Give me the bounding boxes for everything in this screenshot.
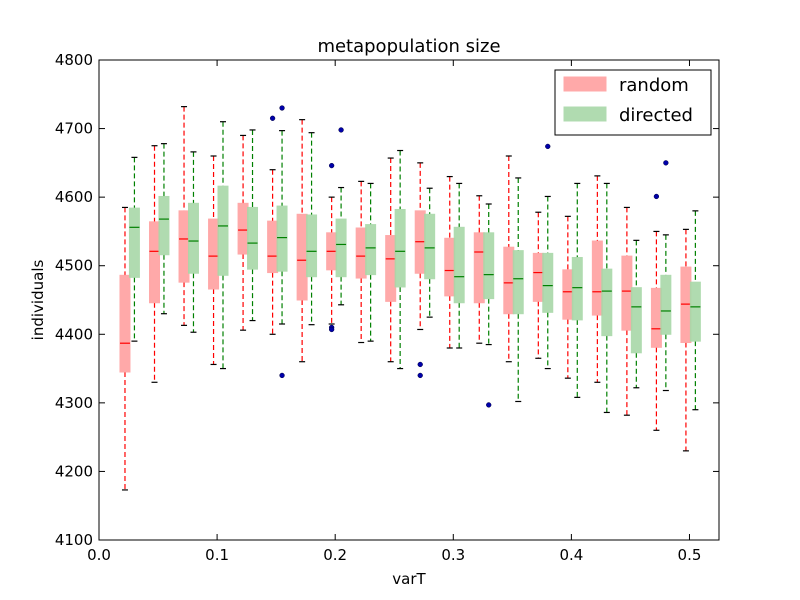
chart-title: metapopulation size: [317, 36, 500, 57]
legend-label-directed: directed: [619, 105, 693, 126]
y-tick-label: 4400: [55, 325, 93, 343]
box-directed: [571, 256, 583, 321]
box-directed: [128, 207, 140, 278]
box-directed: [276, 205, 288, 272]
box-directed: [601, 268, 613, 337]
y-tick-label: 4800: [55, 51, 93, 69]
series-directed: [128, 105, 701, 414]
box-random: [208, 218, 220, 290]
box-random: [591, 240, 603, 316]
box-directed: [424, 213, 436, 280]
y-tick-label: 4500: [55, 257, 93, 275]
x-tick-label: 0.5: [678, 546, 702, 564]
x-tick-label: 0.0: [87, 546, 111, 564]
legend-swatch-random: [563, 76, 607, 92]
box-random: [650, 287, 662, 348]
box-directed: [335, 218, 347, 278]
box-directed: [306, 214, 318, 278]
box-directed: [483, 232, 495, 300]
outlier-point: [328, 326, 335, 333]
y-tick-label: 4100: [55, 531, 93, 549]
box-random: [237, 202, 249, 255]
y-tick-label: 4700: [55, 120, 93, 138]
box-random: [149, 221, 161, 304]
outlier-point: [545, 143, 551, 150]
outlier-point: [279, 105, 285, 111]
legend: random directed: [554, 69, 712, 136]
x-tick-label: 0.2: [323, 546, 347, 564]
y-axis-label: individuals: [29, 260, 47, 341]
box-directed: [187, 202, 199, 274]
box-random: [621, 255, 633, 331]
box-random: [473, 232, 485, 304]
axis-ticks: 0.0 0.1 0.2 0.3 0.4 0.5 4100 4200 4300 4400 4500 46…: [55, 51, 719, 564]
box-directed: [630, 287, 642, 354]
outlier-point: [269, 115, 276, 121]
box-directed: [247, 206, 259, 270]
y-tick-label: 4600: [55, 188, 93, 206]
box-random: [355, 227, 367, 279]
box-directed: [512, 250, 524, 315]
box-directed: [394, 208, 406, 288]
box-directed: [453, 226, 465, 304]
legend-label-random: random: [619, 75, 689, 96]
box-random: [267, 220, 279, 274]
x-tick-label: 0.3: [441, 546, 465, 564]
legend-swatch-directed: [563, 106, 607, 122]
y-tick-label: 4300: [55, 394, 93, 412]
outlier-point: [653, 193, 660, 200]
outlier-point: [486, 402, 492, 408]
box-random: [178, 210, 190, 283]
box-directed: [542, 252, 554, 313]
box-random: [562, 269, 574, 320]
plot-frame: [98, 59, 720, 541]
box-random: [385, 235, 397, 302]
box-directed: [217, 185, 229, 276]
box-directed: [660, 274, 672, 335]
box-random: [444, 237, 456, 297]
outlier-point: [338, 127, 344, 133]
box-directed: [365, 224, 377, 276]
box-directed: [689, 281, 701, 342]
box-random: [680, 266, 692, 344]
outlier-point: [417, 361, 423, 368]
box-directed: [158, 195, 170, 256]
outlier-point: [663, 160, 669, 166]
x-tick-label: 0.4: [559, 546, 583, 564]
outlier-point: [279, 372, 285, 379]
x-axis-label: varT: [392, 570, 426, 588]
box-random: [503, 246, 515, 315]
plot-area: [119, 105, 701, 491]
y-tick-label: 4200: [55, 462, 93, 480]
outlier-point: [328, 162, 335, 169]
x-tick-label: 0.1: [205, 546, 229, 564]
outlier-point: [417, 372, 423, 379]
box-random: [296, 213, 308, 301]
box-random: [119, 274, 131, 373]
series-random: [119, 106, 692, 491]
box-random: [532, 252, 544, 302]
